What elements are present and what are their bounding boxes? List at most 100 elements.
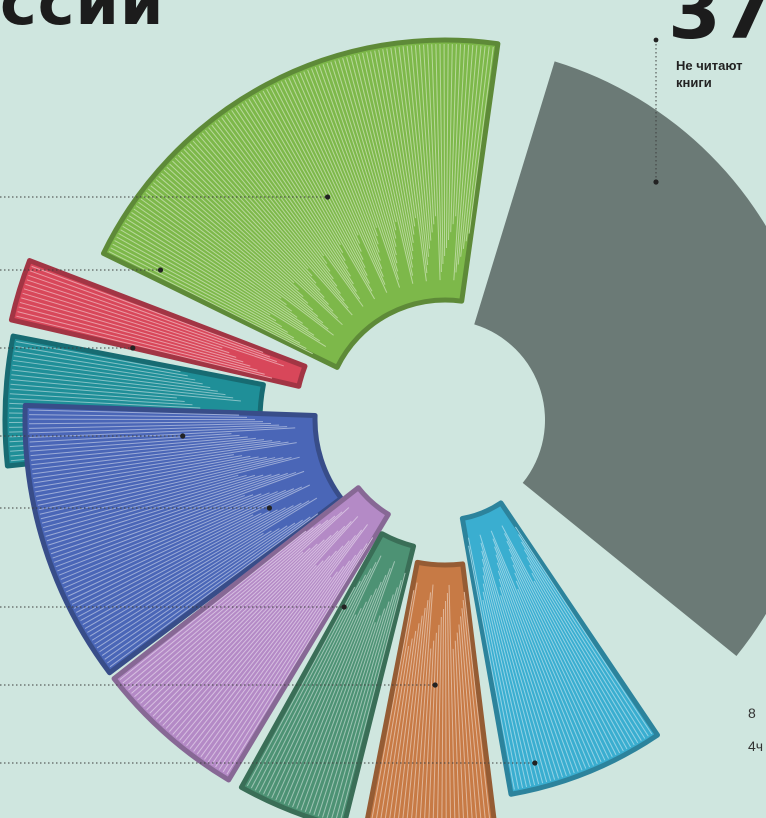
page-line-blue [55,494,245,568]
page-line-blue [75,511,270,613]
page-line-cyan [482,591,528,788]
page-line-purple [165,516,359,729]
page-line-green [133,208,303,324]
page-line-purple [140,551,304,704]
page-line-dark-green [279,601,367,803]
page-line-green [177,154,329,305]
page-line-green [362,53,414,276]
page-line-green [217,119,328,264]
page-line-purple [196,524,368,755]
page-line-cyan [501,525,624,752]
page-line-blue [96,528,280,649]
page-line-green [318,65,378,228]
page-line-cyan [517,588,594,766]
page-line-dark-green [296,574,387,809]
page-line-green [161,172,304,297]
page-line-cyan [504,533,621,754]
page-line-cyan [508,548,613,757]
page-line-red [21,297,244,363]
page-line-dark-green [313,615,381,815]
page-line-cyan [514,572,602,763]
page-line-purple [186,540,350,747]
page-line-cyan [521,541,646,739]
page-line-green [192,140,309,269]
page-line-dark-green [283,595,372,804]
page-line-cyan [523,549,642,741]
page-line-blue [64,489,286,589]
page-line-green [120,229,277,322]
page-line-blue [78,509,278,617]
page-line-dark-green [271,614,357,799]
page-line-green [455,44,466,217]
page-line-orange [406,600,429,818]
page-line-green [342,58,397,247]
page-line-green [358,53,414,284]
page-line-orange [432,624,440,818]
page-line-teal [16,341,181,373]
edge-text-1: 8 [748,705,756,721]
page-line-green [303,71,381,261]
page-line-green [131,211,309,330]
page-line-cyan [506,540,617,756]
page-line-blue [29,422,272,429]
leader-dot-cyan [532,760,538,766]
page-line-purple [172,560,324,735]
page-line-dark-green [250,580,361,789]
page-line-teal [14,350,196,381]
page-line-blue [91,532,264,641]
page-line-green [277,83,362,252]
page-line-orange [389,630,417,818]
page-line-green [273,84,364,260]
page-line-green [183,149,321,291]
page-line-dark-green [340,572,406,818]
page-line-green [248,98,344,254]
page-line-cyan [482,599,523,789]
page-line-cyan [482,583,532,787]
page-line-dark-green [292,581,382,808]
page-line-cyan [497,570,571,775]
page-line-orange [415,584,434,818]
page-line-orange [398,615,423,818]
slice-not-reading [474,61,766,656]
page-line-cyan [468,545,515,790]
page-line-orange [456,632,469,818]
page-line-blue [31,440,273,470]
page-line-cyan [512,564,606,761]
page-line-green [211,124,334,280]
page-line-green [118,232,283,328]
page-line-purple [131,515,336,694]
page-line-green [402,46,429,266]
page-line-green [394,47,427,282]
page-line-cyan [510,556,610,759]
page-line-purple [119,530,307,681]
page-line-cyan [480,542,552,781]
page-line-orange [371,590,415,818]
page-line-green [227,112,361,300]
page-line-blue [29,424,280,434]
page-line-green [189,143,313,277]
page-line-red [19,301,251,367]
page-line-dark-green [254,574,367,791]
highlight-label-line1: Не читают [676,58,743,73]
highlight-value: 37 [668,0,766,56]
page-line-green [205,129,341,294]
leader-dot-top-not-reading [653,37,659,43]
page-line-purple [162,521,352,726]
page-line-green [158,175,309,304]
page-line-cyan [529,564,635,746]
page-line-blue [29,421,264,425]
page-line-green [390,47,417,219]
page-line-blue [31,439,265,466]
page-line-green [259,92,373,292]
page-line-cyan [492,538,587,769]
page-line-purple [182,545,344,744]
page-line-green [374,50,414,252]
page-line-green [128,215,315,336]
page-line-red [29,270,271,358]
page-line-teal [11,369,226,396]
page-line-teal [10,383,177,399]
page-line-blue [29,409,240,416]
leader-dot-purple [266,505,273,511]
page-line-orange [402,607,426,818]
